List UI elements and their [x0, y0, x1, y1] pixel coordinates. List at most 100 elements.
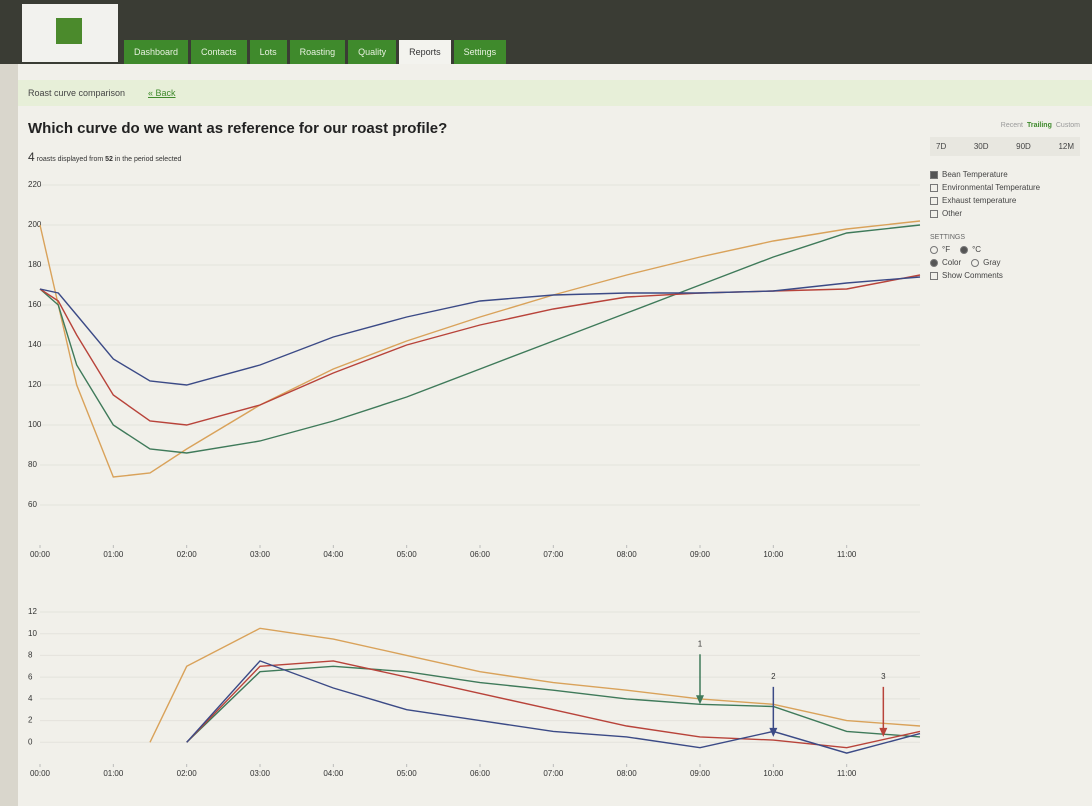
- y-tick-label: 60: [28, 500, 37, 509]
- summary-text: roasts displayed from: [36, 156, 104, 163]
- annotation: 1: [698, 639, 703, 648]
- series-line: [39, 276, 921, 386]
- checkbox[interactable]: [930, 183, 938, 192]
- option[interactable]: °F: [930, 245, 950, 254]
- nav-tab[interactable]: Quality: [348, 40, 397, 64]
- arrow-head: [879, 727, 888, 737]
- checkbox[interactable]: [930, 196, 938, 205]
- checkbox[interactable]: [930, 271, 938, 280]
- annotation: 2: [771, 672, 776, 681]
- radio[interactable]: [960, 245, 969, 254]
- x-tick-label: 08:00: [617, 769, 638, 778]
- x-tick-label: 09:00: [690, 550, 711, 559]
- option-label: Exhaust temperature: [942, 196, 1017, 205]
- settings-row: Color Gray: [930, 254, 1080, 267]
- option[interactable]: °C: [960, 245, 981, 254]
- radio[interactable]: [930, 245, 938, 254]
- series-line: [186, 660, 921, 749]
- checkbox[interactable]: [930, 209, 938, 218]
- option-label: Other: [942, 209, 963, 218]
- period-mode[interactable]: Recent: [1000, 122, 1023, 129]
- series-line: [39, 224, 921, 454]
- count: 4: [28, 150, 35, 164]
- x-tick-label: 09:00: [690, 769, 711, 778]
- y-tick-label: 4: [28, 694, 33, 703]
- y-tick-label: 12: [28, 607, 37, 616]
- option-label: Color: [942, 258, 962, 267]
- x-tick-label: 00:00: [30, 550, 51, 559]
- x-tick-label: 03:00: [250, 769, 271, 778]
- settings: °F °C Color Gray: [930, 241, 1080, 267]
- x-tick-label: 01:00: [103, 769, 124, 778]
- option[interactable]: Gray: [971, 258, 1000, 267]
- content: Roast curve comparison « Back Which curv…: [18, 64, 1092, 806]
- y-tick-label: 2: [28, 716, 33, 725]
- option[interactable]: Bean Temperature: [930, 170, 1080, 179]
- arrow-head: [696, 695, 704, 705]
- y-tick-label: 140: [28, 340, 42, 349]
- option[interactable]: Color: [930, 258, 961, 267]
- option-label: Gray: [983, 258, 1001, 267]
- option[interactable]: Environmental Temperature: [930, 183, 1080, 192]
- y-tick-label: 160: [28, 300, 42, 309]
- y-tick-label: 0: [28, 737, 33, 746]
- period-modes: Recent Trailing Custom: [930, 122, 1080, 129]
- y-tick-label: 200: [28, 220, 42, 229]
- y-tick-label: 100: [28, 420, 42, 429]
- y-tick-label: 6: [28, 672, 33, 681]
- x-tick-label: 10:00: [763, 550, 784, 559]
- measures: Bean Temperature Environmental Temperatur…: [930, 170, 1080, 218]
- logo: [22, 4, 118, 62]
- y-tick-label: 120: [28, 380, 42, 389]
- heading: Which curve do we want as reference for …: [28, 120, 448, 137]
- option-label: °C: [972, 245, 982, 254]
- period-mode[interactable]: Custom: [1055, 122, 1080, 129]
- option-label: Environmental Temperature: [942, 183, 1041, 192]
- x-tick-label: 06:00: [470, 550, 491, 559]
- back-link[interactable]: « Back: [148, 88, 176, 98]
- x-tick-label: 07:00: [543, 769, 564, 778]
- period-button[interactable]: 90D: [1016, 142, 1031, 151]
- x-tick-label: 08:00: [617, 550, 638, 559]
- period-mode[interactable]: Trailing: [1026, 122, 1052, 129]
- settings-title: SETTINGS: [930, 234, 966, 241]
- period-button[interactable]: 7D: [936, 142, 947, 151]
- series-line: [149, 627, 921, 743]
- periods: 7D 30D 90D 12M: [930, 137, 1080, 156]
- nav-tab[interactable]: Roasting: [289, 40, 346, 64]
- y-tick-label: 8: [28, 651, 33, 660]
- x-tick-label: 07:00: [543, 550, 564, 559]
- radio[interactable]: [930, 258, 938, 267]
- nav-tab[interactable]: Reports: [399, 40, 451, 64]
- breadcrumb-bar: Roast curve comparison « Back: [18, 80, 1092, 106]
- x-tick-label: 05:00: [397, 769, 418, 778]
- top-bar: Dashboard Contacts Lots Roasting Quality Repo…: [0, 0, 1092, 64]
- option[interactable]: Exhaust temperature: [930, 196, 1080, 205]
- nav: Dashboard Contacts Lots Roasting Quality Repo…: [124, 40, 507, 64]
- option-label: °F: [942, 245, 951, 254]
- period-button[interactable]: 30D: [973, 142, 989, 151]
- series-line: [39, 220, 921, 478]
- y-tick-label: 10: [28, 629, 37, 638]
- nav-tab[interactable]: Contacts: [191, 40, 247, 64]
- nav-tab[interactable]: Lots: [249, 40, 287, 64]
- x-tick-label: 00:00: [30, 769, 51, 778]
- x-tick-label: 11:00: [837, 769, 857, 778]
- annotation: 3: [881, 672, 886, 681]
- radio[interactable]: [971, 258, 980, 267]
- side-panel: Recent Trailing Custom 7D 30D 90D 12M Bean Te…: [930, 122, 1080, 280]
- series-line: [186, 665, 921, 743]
- option[interactable]: Other: [930, 209, 1080, 218]
- summary-text: in the period selected: [114, 156, 182, 163]
- y-tick-label: 180: [28, 260, 42, 269]
- nav-tab[interactable]: Settings: [453, 40, 507, 64]
- show-comments[interactable]: Show Comments: [930, 271, 1080, 280]
- settings-row: °F °C: [930, 241, 1080, 254]
- checkbox[interactable]: [930, 170, 938, 179]
- x-tick-label: 02:00: [177, 769, 198, 778]
- period-button[interactable]: 12M: [1058, 142, 1074, 151]
- y-tick-label: 80: [28, 460, 37, 469]
- nav-tab[interactable]: Dashboard: [124, 40, 189, 64]
